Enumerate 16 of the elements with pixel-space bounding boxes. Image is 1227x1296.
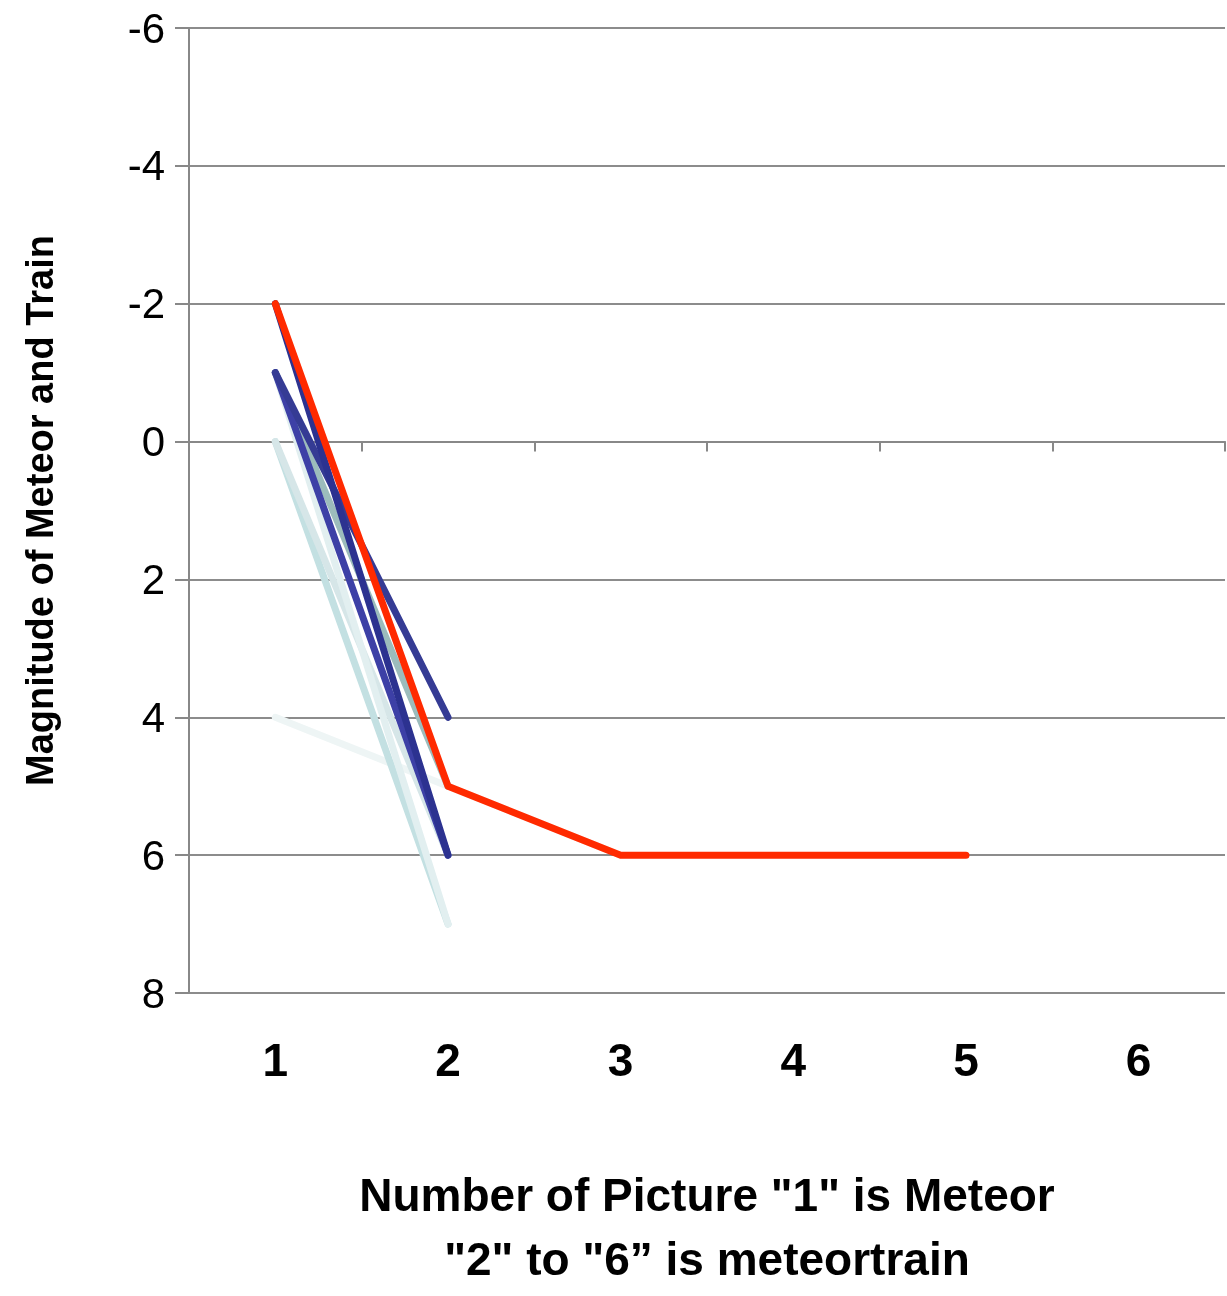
y-tick-label: -2 — [127, 280, 165, 328]
x-tick-label: 4 — [780, 1034, 807, 1086]
y-tick-label: 4 — [141, 693, 165, 741]
y-axis-title: Magnitude of Meteor and Train — [19, 234, 61, 787]
y-tick-label: 0 — [141, 418, 165, 466]
y-tick-label: 6 — [141, 831, 165, 879]
y-tick-label: 8 — [141, 969, 165, 1017]
x-tick-label: 2 — [435, 1034, 461, 1086]
x-tick-label: 3 — [607, 1034, 634, 1086]
x-axis-title: Number of Picture "1" is Meteor "2" to "6” is meteortrain — [359, 1169, 1055, 1285]
x-tick-label: 5 — [953, 1034, 979, 1086]
y-tick-label: 2 — [141, 555, 165, 603]
x-tick-label: 1 — [262, 1034, 289, 1086]
x-tick-label: 6 — [1125, 1034, 1152, 1086]
y-tick-label: -6 — [127, 4, 165, 52]
y-tick-label: -4 — [127, 142, 165, 190]
